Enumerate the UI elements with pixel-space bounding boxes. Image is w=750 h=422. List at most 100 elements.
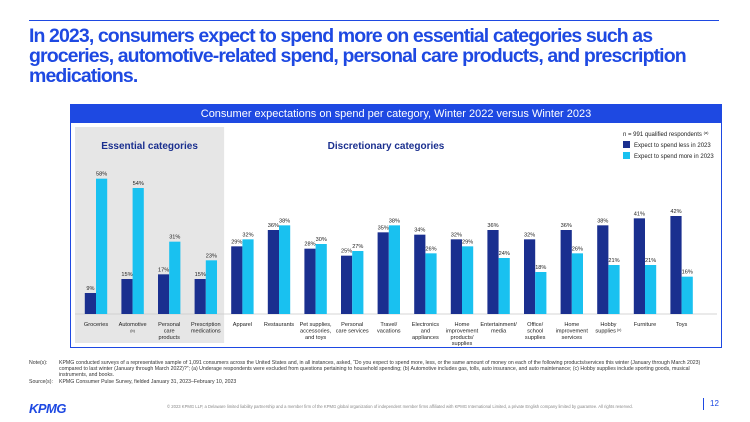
- bar: [414, 234, 426, 314]
- data-label: 25%: [341, 249, 352, 255]
- data-label: 42%: [670, 209, 681, 215]
- category-footnote: (c): [617, 328, 622, 332]
- data-label: 27%: [352, 244, 363, 250]
- legend-swatch: [623, 141, 630, 148]
- bar: [121, 279, 133, 314]
- data-label: 26%: [425, 246, 436, 252]
- data-label: 32%: [242, 232, 253, 238]
- bar: [194, 279, 206, 314]
- category-label: medications: [191, 328, 221, 334]
- source-key: Source(s):: [29, 378, 53, 385]
- chart-panel: Consumer expectations on spend per categ…: [70, 104, 722, 348]
- category-label: Home: [564, 322, 579, 328]
- category-label: media: [491, 328, 507, 334]
- data-label: 41%: [634, 211, 645, 217]
- bar: [132, 188, 144, 314]
- data-label: 54%: [133, 181, 144, 187]
- bar: [425, 253, 437, 314]
- data-label: 26%: [572, 246, 583, 252]
- group-label-discretionary: Discretionary categories: [328, 141, 445, 152]
- category-label: Groceries: [84, 322, 108, 328]
- note-key: Note(s):: [29, 360, 48, 366]
- sample-size-note: n = 991 qualified respondents (a): [623, 130, 709, 138]
- category-label: and: [421, 328, 430, 334]
- bar: [304, 248, 316, 314]
- data-label: 21%: [645, 258, 656, 264]
- bar: [267, 230, 279, 314]
- category-label: school: [527, 328, 543, 334]
- category-label: supplies(c): [595, 328, 622, 335]
- category-label: Pet supplies,: [300, 322, 332, 328]
- data-label: 38%: [279, 218, 290, 224]
- data-label: 15%: [195, 272, 206, 278]
- category-label: improvement: [446, 328, 479, 334]
- data-label: 38%: [597, 218, 608, 224]
- bar: [670, 216, 682, 314]
- bar: [487, 230, 499, 314]
- bar: [169, 241, 181, 314]
- data-label: 34%: [414, 228, 425, 234]
- bar: [231, 246, 243, 314]
- note-text: KPMG conducted surveys of a representati…: [59, 360, 701, 379]
- bar: [462, 246, 474, 314]
- bar: [96, 178, 108, 314]
- category-label: products/: [450, 335, 473, 341]
- bar: [535, 272, 547, 314]
- category-label: Entertainment/: [480, 322, 517, 328]
- bar: [205, 260, 217, 314]
- data-label: 28%: [304, 242, 315, 248]
- data-label: 31%: [169, 235, 180, 241]
- category-label: Home: [455, 322, 470, 328]
- category-label: services: [562, 335, 583, 341]
- category-label: and toys: [305, 335, 326, 341]
- category-label: Automotive: [119, 322, 147, 328]
- category-label: Office/: [527, 322, 544, 328]
- bar: [388, 225, 400, 314]
- data-label: 15%: [121, 272, 132, 278]
- data-label: 36%: [268, 223, 279, 229]
- category-label: care services: [336, 328, 369, 334]
- category-label: care: [164, 328, 175, 334]
- bar: [450, 239, 462, 314]
- bar: [633, 218, 645, 314]
- page-number: 12: [710, 399, 719, 408]
- page-divider: [703, 398, 704, 410]
- data-label: 29%: [462, 239, 473, 245]
- data-label: 36%: [561, 223, 572, 229]
- data-label: 16%: [682, 270, 693, 276]
- category-label: Prescription: [191, 322, 221, 328]
- top-rule: [29, 20, 719, 21]
- category-label: Personal: [158, 322, 180, 328]
- page-title: In 2023, consumers expect to spend more …: [29, 25, 687, 87]
- bar: [608, 265, 620, 314]
- category-label: supplies: [452, 341, 473, 347]
- data-label: 9%: [86, 286, 94, 292]
- kpmg-logo: KPMG: [29, 401, 67, 416]
- category-label: improvement: [556, 328, 589, 334]
- bar: [352, 251, 364, 314]
- data-label: 17%: [158, 267, 169, 273]
- data-label: 58%: [96, 172, 107, 178]
- chart-title: Consumer expectations on spend per categ…: [71, 105, 721, 123]
- data-label: 21%: [608, 258, 619, 264]
- category-label: Electronics: [412, 322, 440, 328]
- category-label: Personal: [341, 322, 363, 328]
- bar: [341, 255, 353, 314]
- category-label: appliances: [412, 335, 439, 341]
- bar: [377, 232, 389, 314]
- bar: [645, 265, 657, 314]
- bar: [498, 258, 510, 314]
- data-label: 32%: [451, 232, 462, 238]
- category-label: Restaurants: [264, 322, 294, 328]
- legend-swatch: [623, 152, 630, 159]
- source-row: Source(s): KPMG Consumer Pulse Survey, f…: [29, 379, 719, 385]
- category-label: Furniture: [634, 322, 656, 328]
- bar: [681, 276, 693, 314]
- legend-label: Expect to spend more in 2023: [634, 154, 714, 160]
- category-label: Apparel: [233, 322, 252, 328]
- bar: [571, 253, 583, 314]
- data-label: 30%: [316, 237, 327, 243]
- category-label: Hobby: [600, 322, 616, 328]
- data-label: 38%: [389, 218, 400, 224]
- data-label: 35%: [378, 225, 389, 231]
